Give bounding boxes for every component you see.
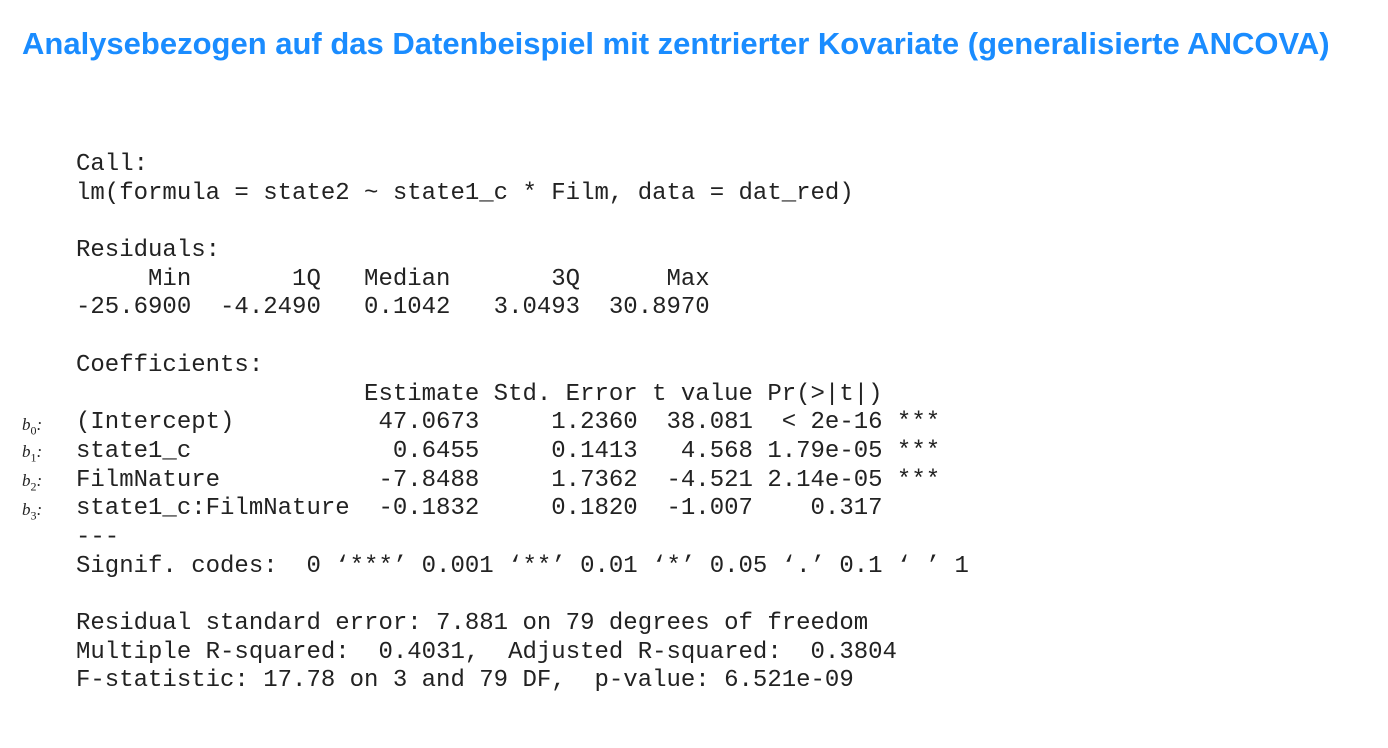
coef-colon: : — [36, 500, 43, 519]
f-statistic: F-statistic: 17.78 on 3 and 79 DF, p-val… — [76, 667, 854, 695]
coef-label-b3: b3: — [22, 500, 42, 523]
separator: --- — [76, 523, 120, 551]
call-label: Call: — [76, 151, 149, 178]
coef-subscript: 2 — [30, 479, 37, 494]
residual-se: Residual standard error: 7.881 on 79 deg… — [76, 610, 869, 637]
coef-subscript: 1 — [30, 450, 37, 465]
coef-letter: b — [22, 442, 31, 461]
coef-row-state1c: state1_c 0.6455 0.1413 4.568 1.79e-05 **… — [76, 437, 941, 465]
call-formula: lm(formula = state2 ~ state1_c * Film, d… — [76, 179, 854, 207]
blank-line — [76, 581, 969, 610]
coef-colon: : — [36, 442, 43, 461]
coef-label-b2: b2: — [22, 471, 42, 494]
coefficients-label: Coefficients: — [76, 351, 264, 379]
slide-title: Analysebezogen auf das Datenbeispiel mit… — [22, 26, 1330, 61]
residuals-values: -25.6900 -4.2490 0.1042 3.0493 30.8970 — [76, 294, 725, 322]
residuals-label: Residuals: — [76, 237, 221, 265]
coef-subscript: 3 — [30, 508, 37, 523]
coef-letter: b — [22, 415, 31, 434]
coef-row-interaction: state1_c:FilmNature -0.1832 0.1820 -1.00… — [76, 495, 941, 523]
coef-subscript: 0 — [30, 423, 37, 438]
coef-letter: b — [22, 471, 31, 490]
coef-colon: : — [36, 471, 43, 490]
coef-label-b1: b1: — [22, 442, 42, 465]
residuals-header: Min 1Q Median 3Q Max — [76, 265, 725, 293]
r-squared: Multiple R-squared: 0.4031, Adjusted R-s… — [76, 638, 912, 666]
coefficients-header: Estimate Std. Error t value Pr(>|t|) — [76, 380, 941, 408]
coef-label-b0: b0: — [22, 415, 42, 438]
blank-line — [76, 208, 969, 237]
signif-codes: Signif. codes: 0 ‘***’ 0.001 ‘**’ 0.01 ‘… — [76, 552, 969, 580]
coef-row-filmnature: FilmNature -7.8488 1.7362 -4.521 2.14e-0… — [76, 466, 941, 494]
coef-colon: : — [36, 415, 43, 434]
blank-line — [76, 323, 969, 352]
coef-row-intercept: (Intercept) 47.0673 1.2360 38.081 < 2e-1… — [76, 409, 941, 437]
coef-letter: b — [22, 500, 31, 519]
r-output: Call: lm(formula = state2 ~ state1_c * F… — [76, 151, 969, 696]
